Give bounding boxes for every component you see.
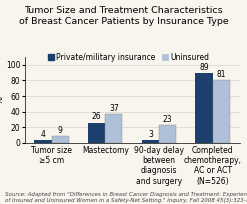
- Text: 9: 9: [58, 126, 63, 135]
- Text: 89: 89: [199, 63, 209, 72]
- Text: Tumor Size and Treatment Characteristics
of Breast Cancer Patients by Insurance : Tumor Size and Treatment Characteristics…: [19, 6, 228, 26]
- Text: 26: 26: [92, 112, 102, 121]
- Y-axis label: %: %: [0, 96, 5, 104]
- Bar: [195, 73, 213, 143]
- Text: 4: 4: [41, 130, 45, 139]
- Text: Source: Adapted from "Differences in Breast Cancer Diagnosis and Treatment: Expe: Source: Adapted from "Differences in Bre…: [5, 192, 247, 203]
- Text: 3: 3: [148, 130, 153, 139]
- Bar: [88, 123, 105, 143]
- Bar: [105, 114, 123, 143]
- Text: 81: 81: [216, 70, 226, 79]
- Bar: [213, 80, 230, 143]
- Legend: Private/military insurance, Uninsured: Private/military insurance, Uninsured: [48, 53, 209, 62]
- Text: 37: 37: [109, 104, 119, 113]
- Bar: [142, 141, 159, 143]
- Bar: [35, 140, 52, 143]
- Bar: [52, 136, 69, 143]
- Text: 23: 23: [163, 115, 172, 124]
- Bar: [159, 125, 176, 143]
